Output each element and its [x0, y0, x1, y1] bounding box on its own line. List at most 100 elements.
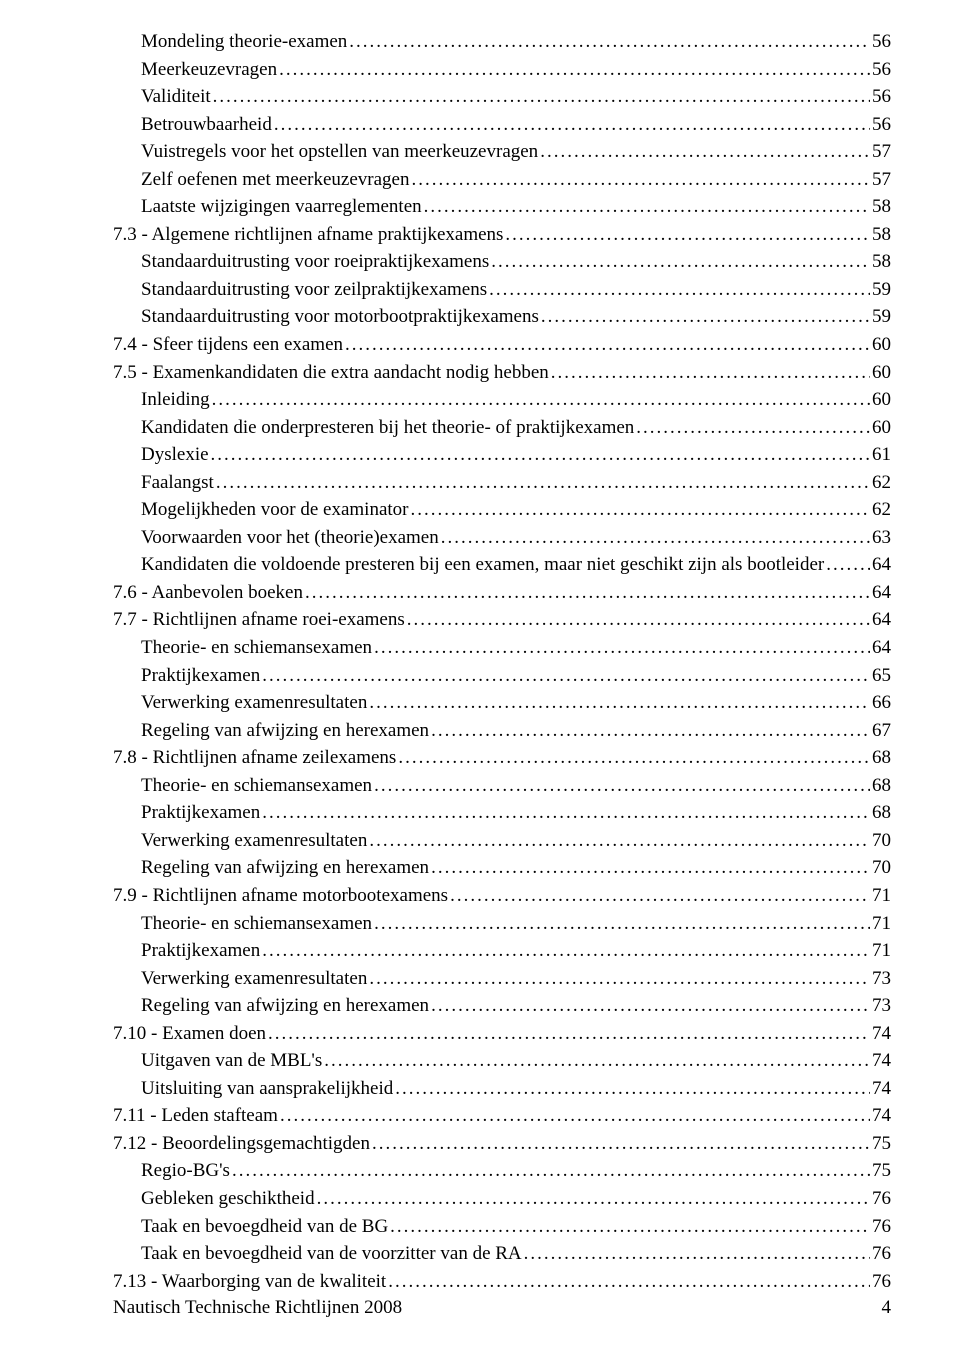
toc-entry-title: Kandidaten die voldoende presteren bij e… — [141, 551, 824, 579]
toc-entry-title: 7.3 - Algemene richtlijnen afname prakti… — [113, 221, 503, 249]
toc-leader-dots — [212, 386, 870, 414]
toc-entry: Verwerking examenresultaten 66 — [141, 689, 891, 717]
toc-entry: 7.13 - Waarborging van de kwaliteit 76 — [113, 1268, 891, 1296]
toc-entry-page: 76 — [872, 1213, 891, 1241]
toc-entry-page: 66 — [872, 689, 891, 717]
toc-leader-dots — [211, 441, 870, 469]
footer-page-number: 4 — [882, 1297, 892, 1319]
toc-entry: Uitsluiting van aansprakelijkheid 74 — [141, 1075, 891, 1103]
toc-entry: Gebleken geschiktheid 76 — [141, 1185, 891, 1213]
toc-leader-dots — [232, 1157, 870, 1185]
toc-entry-title: Theorie- en schiemansexamen — [141, 910, 372, 938]
toc-leader-dots — [369, 827, 870, 855]
toc-entry: Taak en bevoegdheid van de voorzitter va… — [141, 1240, 891, 1268]
toc-entry: Regeling van afwijzing en herexamen 73 — [141, 992, 891, 1020]
toc-leader-dots — [489, 276, 870, 304]
toc-leader-dots — [216, 469, 870, 497]
toc-entry: Betrouwbaarheid 56 — [141, 111, 891, 139]
toc-entry: Regeling van afwijzing en herexamen 67 — [141, 717, 891, 745]
toc-entry-page: 57 — [872, 166, 891, 194]
toc-entry-title: 7.7 - Richtlijnen afname roei-examens — [113, 606, 405, 634]
toc-entry-page: 76 — [872, 1268, 891, 1296]
toc-entry-page: 60 — [872, 414, 891, 442]
toc-entry-page: 70 — [872, 827, 891, 855]
toc-leader-dots — [390, 1213, 870, 1241]
toc-entry-title: Faalangst — [141, 469, 214, 497]
toc-entry-page: 64 — [872, 551, 891, 579]
toc-entry-page: 76 — [872, 1240, 891, 1268]
toc-entry-title: 7.13 - Waarborging van de kwaliteit — [113, 1268, 386, 1296]
toc-entry-title: Laatste wijzigingen vaarreglementen — [141, 193, 422, 221]
toc-entry: Standaarduitrusting voor zeilpraktijkexa… — [141, 276, 891, 304]
toc-entry: 7.11 - Leden stafteam 74 — [113, 1102, 891, 1130]
toc-entry-title: Praktijkexamen — [141, 799, 260, 827]
toc-entry-title: 7.6 - Aanbevolen boeken — [113, 579, 303, 607]
toc-entry-page: 60 — [872, 359, 891, 387]
toc-entry-page: 71 — [872, 937, 891, 965]
toc-entry: Voorwaarden voor het (theorie)examen 63 — [141, 524, 891, 552]
toc-entry: Inleiding 60 — [141, 386, 891, 414]
toc-entry: 7.9 - Richtlijnen afname motorbootexamen… — [113, 882, 891, 910]
toc-entry-page: 61 — [872, 441, 891, 469]
toc-entry-title: 7.5 - Examenkandidaten die extra aandach… — [113, 359, 549, 387]
toc-leader-dots — [268, 1020, 870, 1048]
toc-leader-dots — [280, 1102, 870, 1130]
toc-entry: 7.3 - Algemene richtlijnen afname prakti… — [113, 221, 891, 249]
toc-leader-dots — [826, 551, 870, 579]
toc-entry-page: 71 — [872, 882, 891, 910]
toc-entry-page: 58 — [872, 221, 891, 249]
toc-leader-dots — [345, 331, 870, 359]
toc-entry-title: Verwerking examenresultaten — [141, 827, 367, 855]
toc-entry: Kandidaten die onderpresteren bij het th… — [141, 414, 891, 442]
toc-entry: 7.7 - Richtlijnen afname roei-examens 64 — [113, 606, 891, 634]
toc-entry-page: 73 — [872, 992, 891, 1020]
toc-entry-page: 65 — [872, 662, 891, 690]
toc-entry-title: Theorie- en schiemansexamen — [141, 772, 372, 800]
toc-entry: Praktijkexamen 68 — [141, 799, 891, 827]
toc-entry-title: Verwerking examenresultaten — [141, 965, 367, 993]
toc-entry: Praktijkexamen 65 — [141, 662, 891, 690]
toc-leader-dots — [424, 193, 870, 221]
toc-entry-page: 74 — [872, 1075, 891, 1103]
toc-entry: Verwerking examenresultaten 73 — [141, 965, 891, 993]
toc-entry-page: 64 — [872, 606, 891, 634]
toc-leader-dots — [388, 1268, 870, 1296]
toc-leader-dots — [541, 303, 870, 331]
toc-entry-title: Regio-BG's — [141, 1157, 230, 1185]
toc-leader-dots — [551, 359, 870, 387]
toc-leader-dots — [374, 772, 870, 800]
toc-entry: Theorie- en schiemansexamen 68 — [141, 772, 891, 800]
toc-entry-title: Standaarduitrusting voor zeilpraktijkexa… — [141, 276, 487, 304]
toc-entry-title: Uitgaven van de MBL's — [141, 1047, 322, 1075]
toc-entry: Regeling van afwijzing en herexamen 70 — [141, 854, 891, 882]
toc-leader-dots — [491, 248, 870, 276]
toc-entry-page: 59 — [872, 303, 891, 331]
toc-entry-title: 7.8 - Richtlijnen afname zeilexamens — [113, 744, 396, 772]
toc-entry: Mondeling theorie-examen 56 — [141, 28, 891, 56]
toc-entry-title: 7.9 - Richtlijnen afname motorbootexamen… — [113, 882, 448, 910]
toc-entry: Faalangst 62 — [141, 469, 891, 497]
toc-leader-dots — [369, 965, 870, 993]
toc-entry: Regio-BG's 75 — [141, 1157, 891, 1185]
toc-entry-page: 76 — [872, 1185, 891, 1213]
toc-entry-page: 68 — [872, 799, 891, 827]
toc-entry-page: 75 — [872, 1157, 891, 1185]
toc-leader-dots — [636, 414, 870, 442]
toc-entry-title: Taak en bevoegdheid van de BG — [141, 1213, 388, 1241]
toc-entry: Mogelijkheden voor de examinator 62 — [141, 496, 891, 524]
toc-leader-dots — [411, 166, 870, 194]
toc-entry-page: 68 — [872, 744, 891, 772]
toc-entry: Kandidaten die voldoende presteren bij e… — [141, 551, 891, 579]
toc-leader-dots — [372, 1130, 870, 1158]
toc-leader-dots — [262, 799, 870, 827]
toc-entry-page: 67 — [872, 717, 891, 745]
toc-entry-title: 7.4 - Sfeer tijdens een examen — [113, 331, 343, 359]
toc-entry-title: Validiteit — [141, 83, 211, 111]
toc-leader-dots — [431, 992, 870, 1020]
toc-entry: Meerkeuzevragen 56 — [141, 56, 891, 84]
toc-entry-title: Dyslexie — [141, 441, 209, 469]
toc-entry: Uitgaven van de MBL's 74 — [141, 1047, 891, 1075]
footer-title: Nautisch Technische Richtlijnen 2008 — [113, 1297, 402, 1319]
toc-entry-title: Mondeling theorie-examen — [141, 28, 347, 56]
toc-entry-page: 57 — [872, 138, 891, 166]
